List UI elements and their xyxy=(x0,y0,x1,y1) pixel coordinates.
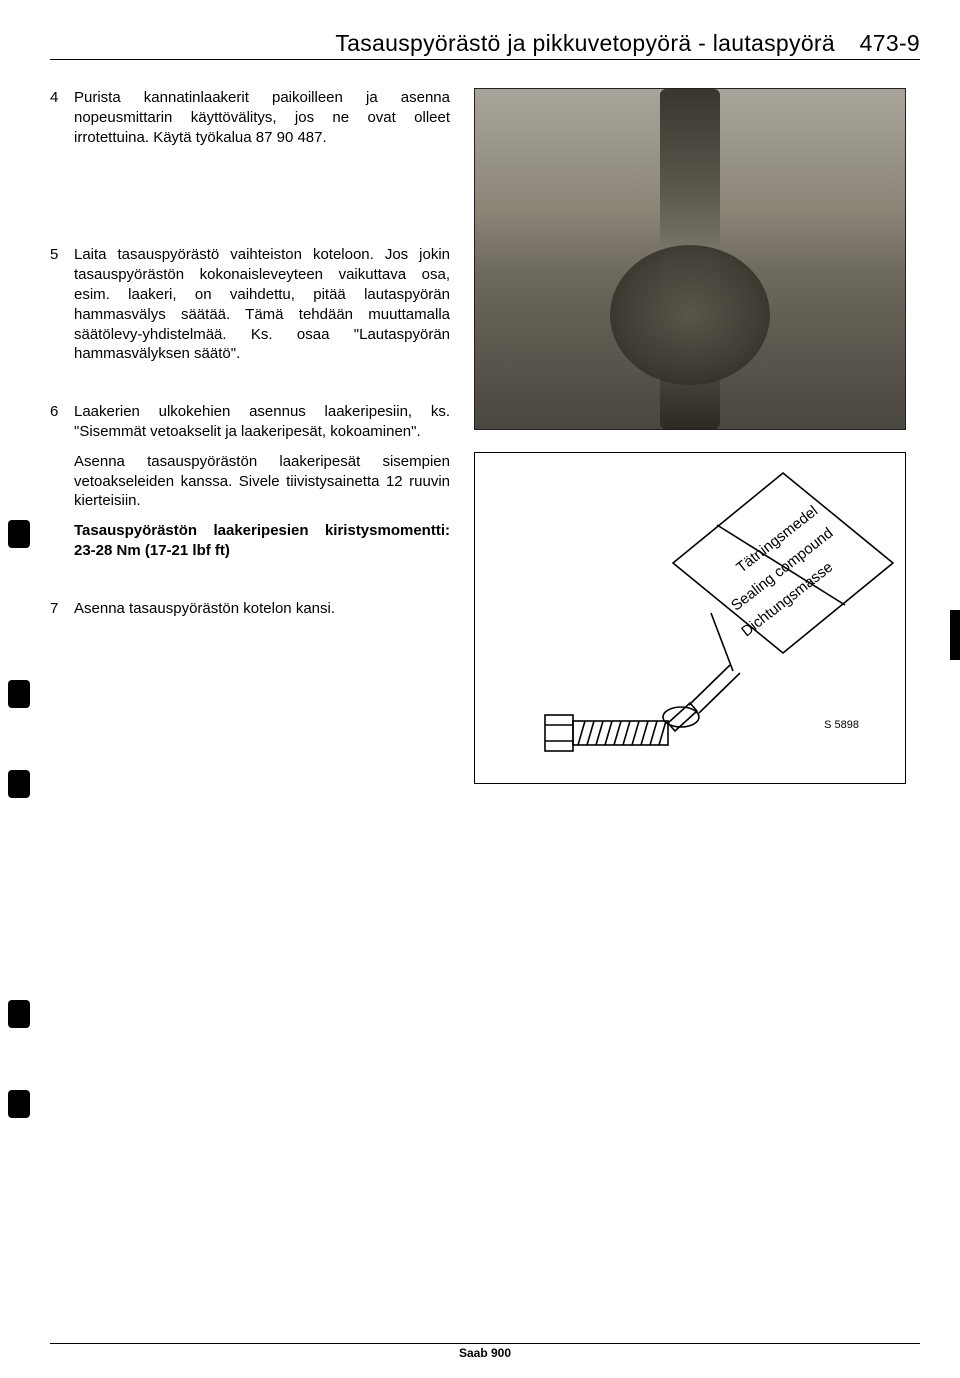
content-row: 4 Purista kannatinlaakerit paikoilleen j… xyxy=(50,88,920,784)
step-text: Laakerien ulkokehien asennus laakeripesi… xyxy=(74,402,450,442)
page-header: Tasauspyörästö ja pikkuvetopyörä - lauta… xyxy=(50,30,920,60)
step-number: 5 xyxy=(50,245,74,374)
step-text: Laita tasauspyörästö vaihteiston koteloo… xyxy=(74,245,450,364)
step-5: 5 Laita tasauspyörästö vaihteiston kotel… xyxy=(50,245,450,374)
page: Tasauspyörästö ja pikkuvetopyörä - lauta… xyxy=(0,0,960,1378)
binding-dot xyxy=(8,1000,30,1028)
binding-dot xyxy=(8,680,30,708)
binding-dot xyxy=(8,770,30,798)
step-number: 7 xyxy=(50,599,74,629)
header-title: Tasauspyörästö ja pikkuvetopyörä - lauta… xyxy=(335,30,835,56)
step-number: 4 xyxy=(50,88,74,157)
step-6: 6 Laakerien ulkokehien asennus laakeripe… xyxy=(50,402,450,571)
step-number: 6 xyxy=(50,402,74,571)
step-torque-spec: Tasauspyörästön laakeripesien kiristysmo… xyxy=(74,521,450,561)
footer-text: Saab 900 xyxy=(459,1346,511,1360)
step-text: Asenna tasauspyörästön kotelon kansi. xyxy=(74,599,450,619)
step-text: Asenna tasauspyörästön laakeripesät sise… xyxy=(74,452,450,511)
figure-photo-differential xyxy=(474,88,906,430)
left-column: 4 Purista kannatinlaakerit paikoilleen j… xyxy=(50,88,450,784)
binding-dot xyxy=(8,520,30,548)
page-footer: Saab 900 xyxy=(50,1343,920,1360)
step-text: Purista kannatinlaakerit paikoilleen ja … xyxy=(74,88,450,147)
step-4: 4 Purista kannatinlaakerit paikoilleen j… xyxy=(50,88,450,157)
figure-ref: S 5898 xyxy=(824,719,859,731)
step-7: 7 Asenna tasauspyörästön kotelon kansi. xyxy=(50,599,450,629)
figure-line-sealant: Tätningsmedel Sealing compound Dichtungs… xyxy=(474,452,906,784)
binding-dot xyxy=(8,1090,30,1118)
side-tab xyxy=(950,610,960,660)
right-column: Tätningsmedel Sealing compound Dichtungs… xyxy=(474,88,904,784)
header-page-number: 473-9 xyxy=(860,30,920,57)
